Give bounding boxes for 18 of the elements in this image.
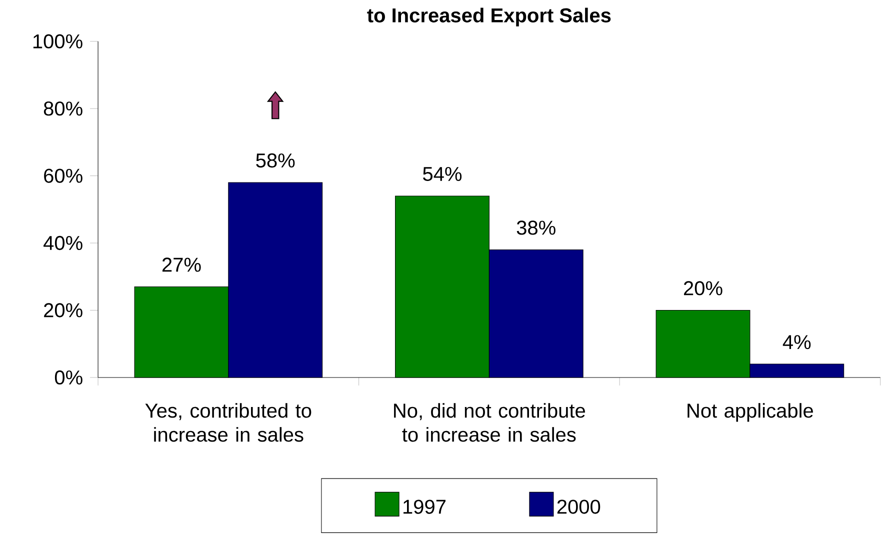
x-tick-label: Yes, contributed to increase in sales [145,403,312,442]
legend-label: 1997 [404,500,446,514]
y-tick-label: 20% [44,303,82,318]
y-tick-label: 80% [44,102,82,116]
data-label: 58% [256,154,295,168]
legend-label: 2000 [557,500,600,514]
data-label: 38% [516,220,556,236]
y-tick-label: 40% [44,236,82,250]
x-tick-label: No, did not contribute to increase in sales [394,403,585,442]
x-tick-label: Not applicable [688,403,813,422]
data-label: 20% [684,281,722,296]
data-label: 54% [423,167,462,182]
y-tick-label: 60% [44,168,82,184]
data-label: 4% [782,335,811,350]
y-tick-label: 100% [33,34,82,49]
chart-title: to Increased Export Sales [367,8,611,27]
data-label: 27% [162,258,201,272]
y-tick-label: 0% [54,370,82,385]
